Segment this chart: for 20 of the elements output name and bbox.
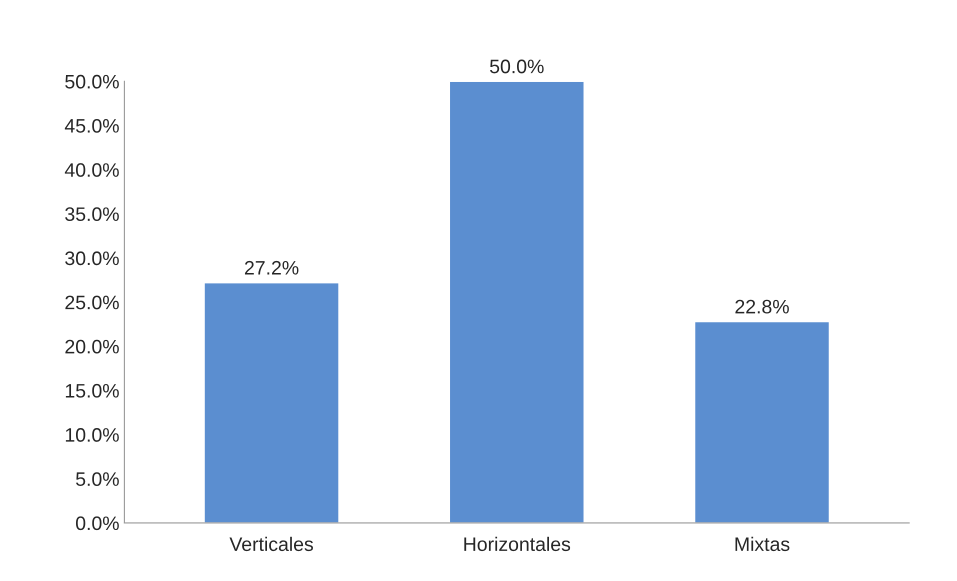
x-tick-label: Mixtas — [736, 536, 790, 552]
y-tick-label: 40.0% — [64, 163, 119, 177]
y-tick-label: 5.0% — [76, 472, 119, 486]
y-tick-label: 35.0% — [65, 207, 119, 222]
bar — [448, 81, 585, 523]
y-tick-label: 20.0% — [65, 340, 119, 354]
y-tick-label: 45.0% — [64, 118, 119, 133]
bar — [694, 320, 830, 523]
data-label: 27.2% — [244, 260, 298, 275]
y-tick-label: 25.0% — [65, 296, 119, 310]
x-tick-label: Verticales — [229, 536, 313, 552]
y-tick-label: 0.0% — [76, 516, 119, 530]
y-tick-label: 15.0% — [66, 384, 119, 398]
data-label: 50.0% — [490, 60, 544, 74]
x-tick-label: Horizontales — [464, 536, 570, 552]
y-tick-label: 30.0% — [65, 251, 119, 266]
bar — [203, 282, 340, 523]
y-tick-label: 50.0% — [65, 74, 119, 89]
y-tick-label: 10.0% — [66, 428, 119, 442]
data-label: 22.8% — [735, 300, 789, 314]
